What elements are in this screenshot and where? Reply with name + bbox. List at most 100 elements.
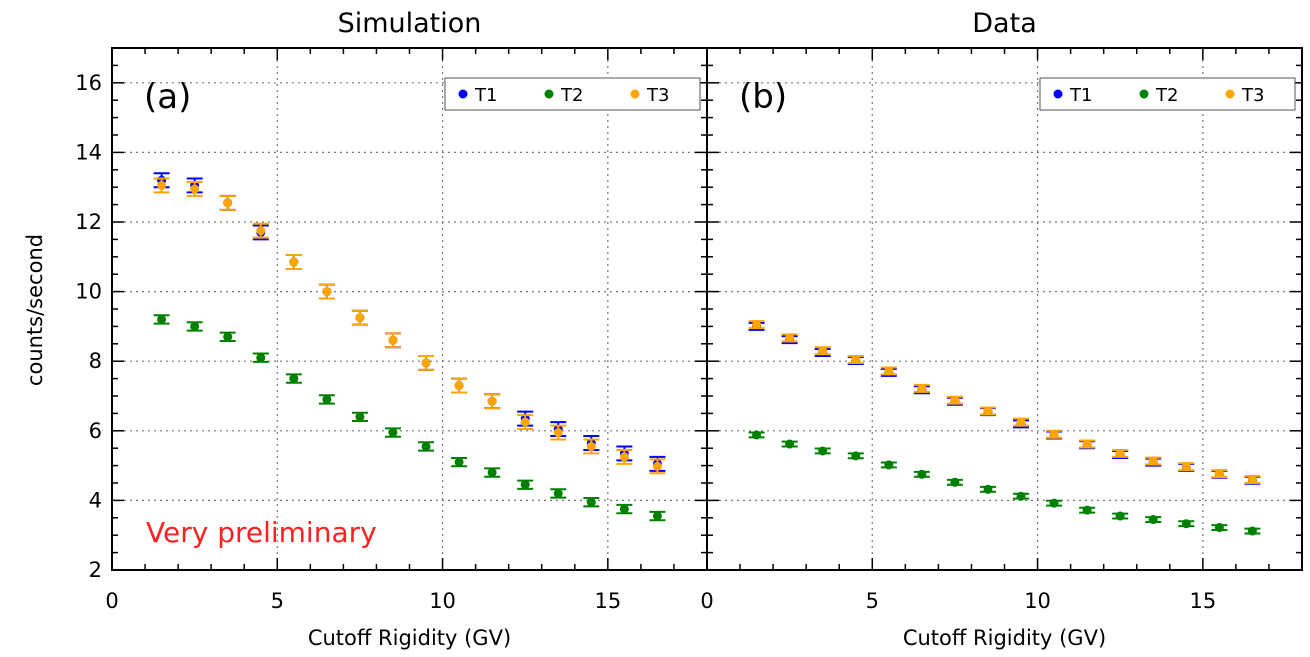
data-point (1247, 475, 1257, 485)
data-point (223, 332, 233, 342)
data-point (884, 460, 894, 470)
data-point (917, 469, 927, 479)
legend-box (1039, 77, 1296, 111)
series-t1 (153, 172, 666, 472)
y-tick-label: 12 (75, 210, 102, 234)
data-point (190, 321, 200, 331)
data-point (190, 184, 200, 194)
data-point (454, 457, 464, 467)
data-point (1082, 439, 1092, 449)
legend-label: T3 (1241, 85, 1264, 106)
data-point (785, 439, 795, 449)
y-tick-label: 10 (75, 280, 102, 304)
series-t2 (153, 314, 666, 522)
data-point (487, 468, 497, 478)
x-tick-label: 15 (594, 589, 621, 613)
data-point (388, 428, 398, 438)
x-axis-label: Cutoff Rigidity (GV) (903, 626, 1106, 650)
data-point (785, 333, 795, 343)
legend-box (444, 77, 701, 111)
data-point (1247, 526, 1257, 536)
legend-label: T2 (560, 85, 583, 106)
data-point (619, 452, 629, 462)
data-point (1214, 469, 1224, 479)
legend-marker (544, 89, 554, 99)
data-point (1049, 498, 1059, 508)
series-t2 (748, 430, 1261, 536)
x-tick-label: 10 (429, 589, 456, 613)
panel-label: (a) (144, 77, 191, 117)
legend-marker (1053, 89, 1063, 99)
x-tick-label: 15 (1189, 589, 1216, 613)
annotation-text: Very preliminary (146, 516, 377, 549)
data-point (983, 406, 993, 416)
legend-label: T3 (646, 85, 669, 106)
data-point (1049, 429, 1059, 439)
data-point (884, 366, 894, 376)
data-point (1181, 462, 1191, 472)
data-point (586, 441, 596, 451)
data-point (553, 428, 563, 438)
panel-data: Data 0 5 10 15 Cutoff Rigidity (GV) (b) T1 T2 T3 (700, 8, 1303, 650)
data-point (1115, 511, 1125, 521)
plot-frame (706, 47, 1303, 571)
legend: T1 T2 T3 (444, 77, 701, 111)
legend-marker (1225, 89, 1235, 99)
legend-marker (630, 89, 640, 99)
data-point (322, 394, 332, 404)
data-point (487, 396, 497, 406)
x-tick-label: 5 (866, 589, 879, 613)
x-tick-label: 0 (105, 589, 118, 613)
data-point (586, 497, 596, 507)
data-point (1016, 417, 1026, 427)
data-point (520, 480, 530, 490)
data-point (917, 383, 927, 393)
data-point (289, 374, 299, 384)
data-point (454, 381, 464, 391)
data-point (652, 511, 662, 521)
data-point (289, 257, 299, 267)
data-point (1148, 456, 1158, 466)
data-point (652, 461, 662, 471)
x-tick-label: 10 (1024, 589, 1051, 613)
data-point (421, 441, 431, 451)
data-point (752, 430, 762, 440)
panel-label: (b) (739, 77, 787, 117)
x-tick-label: 5 (271, 589, 284, 613)
panel-simulation: Simulation 0 5 10 15 2 4 6 8 10 12 14 16 Cutoff Rigid… (75, 8, 708, 650)
data-point (950, 395, 960, 405)
legend-label: T1 (474, 85, 497, 106)
panel-title: Simulation (338, 8, 482, 39)
data-point (1181, 519, 1191, 529)
series-t3 (748, 320, 1261, 485)
data-point (553, 488, 563, 498)
data-point (1082, 505, 1092, 515)
y-tick-label: 2 (89, 558, 102, 582)
data-point (818, 446, 828, 456)
data-point (256, 353, 266, 363)
plot-frame (111, 47, 708, 571)
data-point (388, 335, 398, 345)
y-tick-label: 16 (75, 71, 102, 95)
y-tick-label: 8 (89, 349, 102, 373)
y-tick-label: 14 (75, 140, 102, 164)
y-tick-label: 6 (89, 419, 102, 443)
data-point (1214, 523, 1224, 533)
data-point (752, 320, 762, 330)
legend-marker (458, 89, 468, 99)
legend: T1 T2 T3 (1039, 77, 1296, 111)
data-point (256, 226, 266, 236)
legend-label: T2 (1155, 85, 1178, 106)
data-point (818, 346, 828, 356)
series-t3 (153, 177, 666, 475)
data-point (157, 180, 167, 190)
data-point (520, 417, 530, 427)
data-point (1148, 515, 1158, 525)
data-point (1016, 491, 1026, 501)
data-point (851, 354, 861, 364)
legend-label: T1 (1069, 85, 1092, 106)
legend-marker (1139, 89, 1149, 99)
data-point (950, 477, 960, 487)
data-point (157, 314, 167, 324)
